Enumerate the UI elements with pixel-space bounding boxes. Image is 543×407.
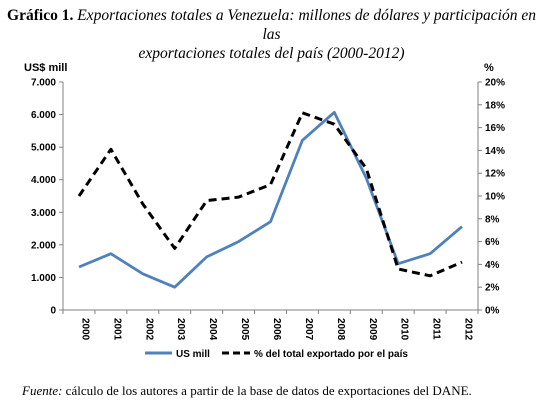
y-right-tick-label: 14%	[485, 146, 505, 157]
x-tick-label: 2005	[239, 318, 250, 341]
chart-caption: Gráfico 1. Exportaciones totales a Venez…	[0, 6, 543, 63]
source-note: Fuente: cálculo de los autores a partir …	[22, 383, 472, 399]
chart-axes: 0 1.000 2.000 3.000 4.000 5.000 6.000 7.000 0% 2%…	[24, 62, 505, 341]
y-right-tick-label: 8%	[485, 214, 500, 225]
y-left-tick-label: 4.000	[31, 175, 56, 186]
chart-series	[77, 110, 463, 289]
y-right-tick-label: 4%	[485, 260, 500, 271]
y-right-tick-label: 20%	[485, 78, 505, 89]
y-right-tick-label: 18%	[485, 100, 505, 111]
x-tick-label: 2003	[175, 318, 186, 341]
y-right-tick-label: 12%	[485, 169, 505, 180]
y-right-tick-label: 10%	[485, 192, 505, 203]
caption-title-line-2: exportaciones totales del país (2000-201…	[138, 45, 405, 62]
y-right-tick-label: 6%	[485, 237, 500, 248]
y-left-tick-label: 2.000	[31, 240, 56, 251]
x-tick-label: 2006	[271, 318, 282, 341]
y-left-tick-label: 1.000	[31, 273, 56, 284]
x-tick-label: 2007	[303, 318, 314, 341]
y-right-tick-label: 0%	[485, 306, 500, 317]
x-tick-label: 2010	[399, 318, 410, 341]
y-left-tick-label: 7.000	[31, 78, 56, 89]
x-tick-label: 2008	[335, 318, 346, 341]
source-label: Fuente:	[22, 383, 63, 398]
caption-label: Gráfico 1.	[7, 7, 74, 24]
chart-legend: US mill % del total exportado por el país	[145, 349, 408, 360]
series-usd-line	[78, 110, 463, 289]
y-left-tick-label: 0	[50, 306, 56, 317]
x-tick-label: 2000	[79, 318, 90, 341]
x-tick-label: 2004	[207, 318, 218, 341]
x-tick-label: 2001	[111, 318, 122, 341]
caption-line-1: Gráfico 1. Exportaciones totales a Venez…	[0, 6, 543, 44]
series-share-line	[77, 111, 463, 278]
y-right-tick-label: 16%	[485, 123, 505, 134]
caption-line-2: exportaciones totales del país (2000-201…	[0, 44, 543, 63]
y-left-tick-label: 5.000	[31, 143, 56, 154]
y-right-tick-label: 2%	[485, 283, 500, 294]
y-left-tick-label: 6.000	[31, 110, 56, 121]
y-right-axis-title: %	[484, 62, 494, 74]
source-text: cálculo de los autores a partir de la ba…	[62, 383, 472, 398]
caption-title-line-1: Exportaciones totales a Venezuela: millo…	[77, 7, 536, 43]
x-tick-label: 2002	[143, 318, 154, 341]
x-tick-label: 2009	[367, 318, 378, 341]
x-tick-label: 2011	[431, 318, 442, 340]
x-tick-label: 2012	[463, 318, 474, 341]
y-left-axis-title: US$ mill	[24, 62, 67, 74]
legend-label-share: % del total exportado por el país	[254, 349, 408, 360]
legend-label-usd: US mill	[176, 349, 210, 360]
y-left-tick-label: 3.000	[31, 208, 56, 219]
